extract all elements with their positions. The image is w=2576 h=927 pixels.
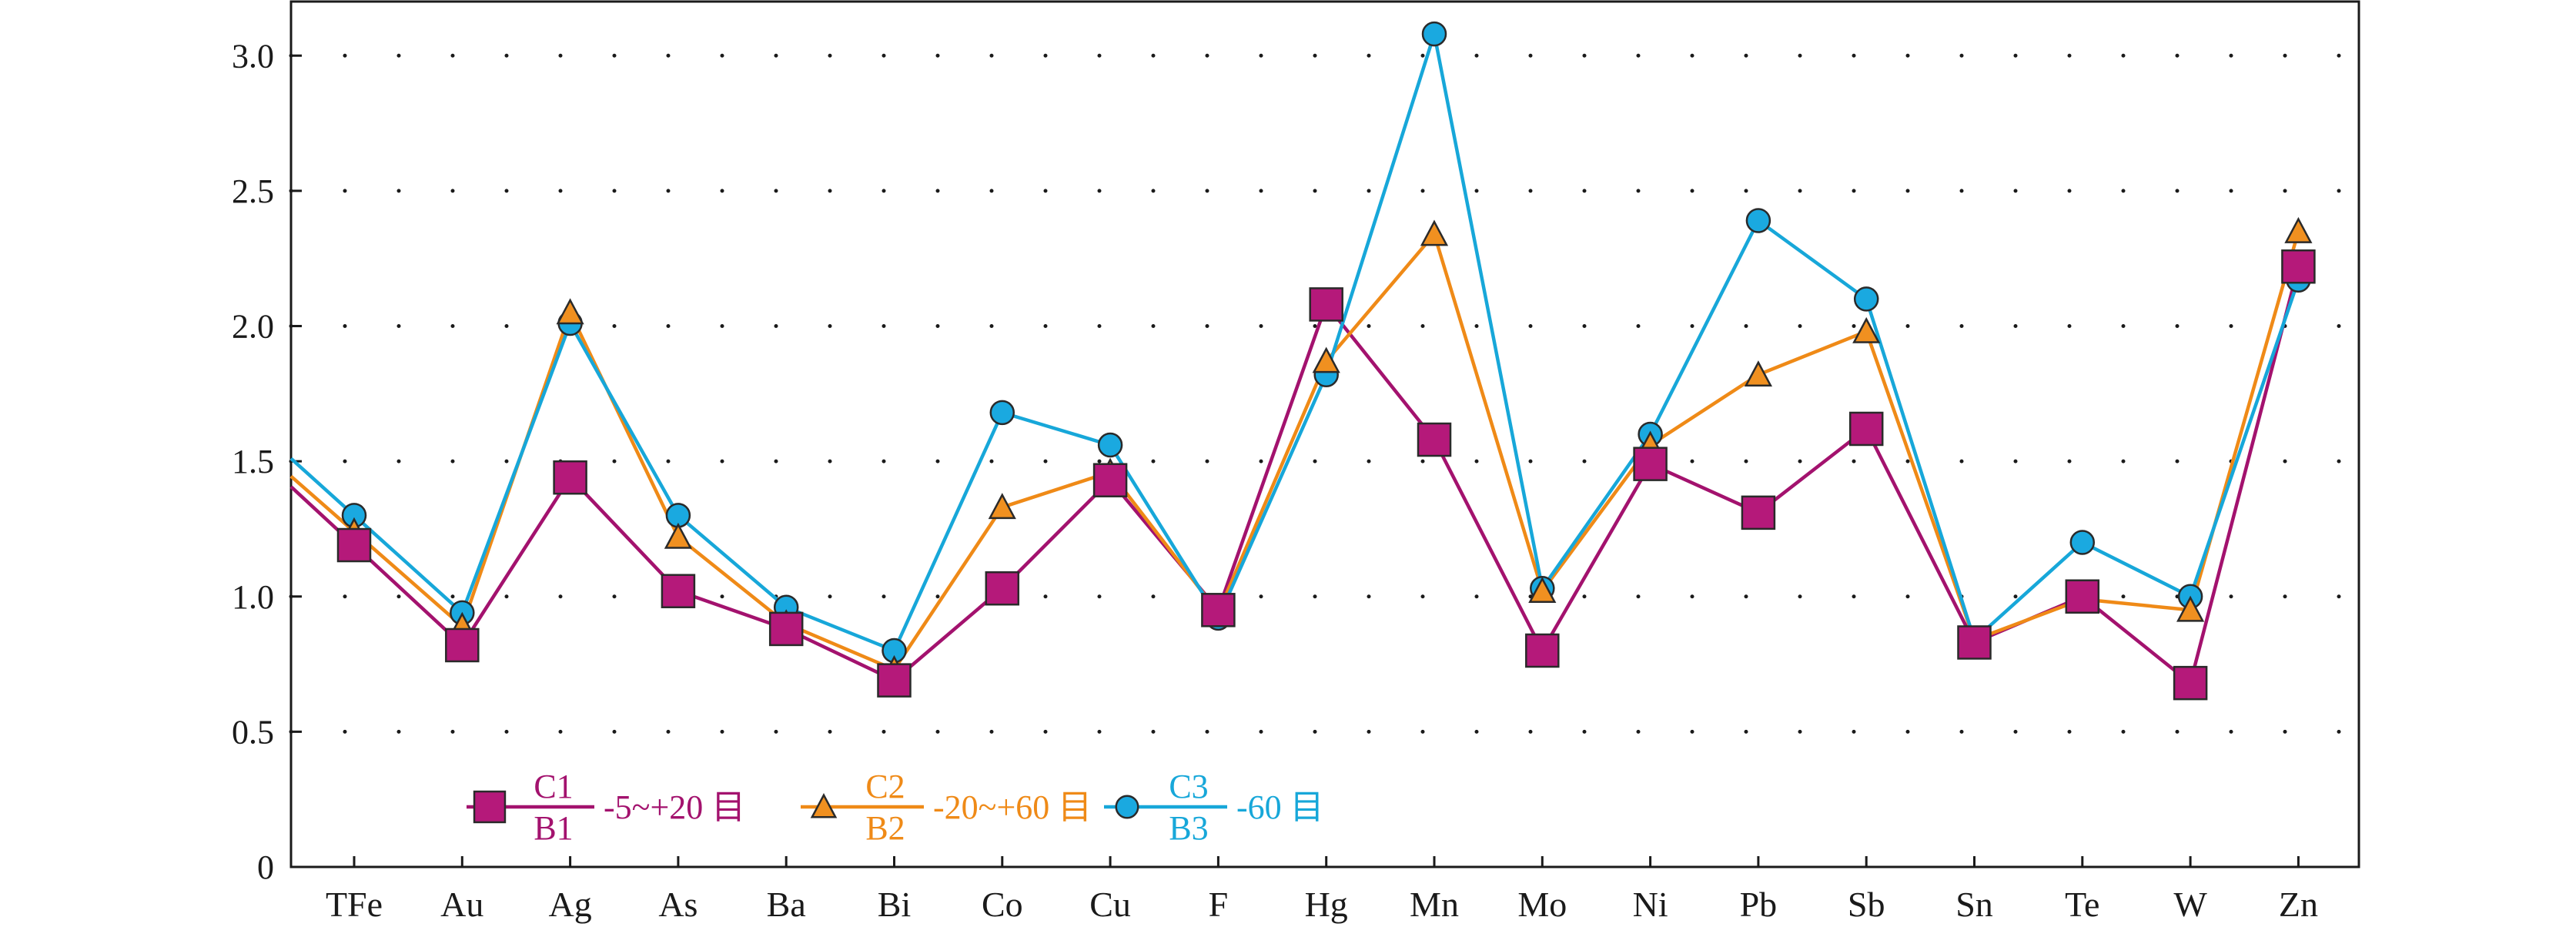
data-point-c1-hg [1309,287,1343,322]
legend-item-c3: C3 B3 -60 目 [1104,768,1324,847]
legend-marker [810,793,838,818]
data-point-c2-sb [1852,316,1881,343]
legend-item-c1: C1 B1 -5~+20 目 [467,768,745,847]
data-point-c1-f [1201,593,1236,627]
data-point-c1-tfe [336,527,372,563]
legend-marker [473,790,507,824]
data-point-c2-hg [1312,346,1340,373]
y-axis-ticks: 0 0.5 1.0 1.5 2.0 2.5 3.0 [232,37,302,886]
x-tick-label: Te [2065,885,2099,924]
y-tick-label: 0.5 [232,713,274,751]
plot-area: 0 0.5 1.0 1.5 2.0 2.5 3.0 TFe Au Ag As Ba Bi Co Cu F Hg… [232,0,2361,924]
x-tick-label: Au [440,885,483,924]
data-point-c1-as [661,574,696,608]
data-point-c1-co [985,571,1020,606]
data-point-c2-mn [1420,219,1449,246]
x-tick-label: Ba [767,885,806,924]
x-tick-label: W [2173,885,2207,924]
data-point-c1-pb [1741,495,1776,530]
data-point-c1-w [2173,665,2208,701]
x-axis-ticks: TFe Au Ag As Ba Bi Co Cu F Hg Mn Mo Ni Pb Sb Sn Te W Zn [326,856,2318,924]
x-tick-label: Ni [1633,885,1668,924]
data-point-c1-bi [877,663,912,698]
data-point-c3-te [2069,530,2096,555]
x-tick-label: Zn [2279,885,2318,924]
data-point-c2-w [2176,595,2205,622]
y-tick-label: 2.0 [232,308,274,346]
data-point-c1-zn [2281,249,2316,284]
data-point-c1-sb [1848,411,1884,447]
x-tick-label: As [658,885,698,924]
y-tick-label: 3.0 [232,37,274,75]
data-point-c2-co [988,493,1016,520]
series-c1 [289,266,2300,685]
data-point-c3-cu [1097,432,1123,458]
series-line [289,32,2300,653]
legend-label: -5~+20 目 [604,788,745,826]
y-tick-label: 1.0 [232,578,274,616]
data-point-c1-cu [1092,463,1128,497]
x-tick-label: Co [982,885,1023,924]
legend-marker [1115,795,1139,819]
y-tick-label: 1.5 [232,443,274,480]
x-tick-label: Hg [1305,885,1348,924]
x-tick-label: Bi [878,885,911,924]
data-point-c3-mn [1421,21,1447,47]
series-c2 [289,230,2300,671]
legend-numerator: C3 [1169,768,1208,805]
data-point-c1-ba [768,611,804,647]
series-line [289,230,2300,671]
y-tick-label: 0 [257,848,274,886]
data-point-c2-ag [556,298,584,325]
legend-denominator: B2 [865,809,905,847]
series-markers-c1 [336,249,2316,701]
legend: C1 B1 -5~+20 目 C2 B2 -20~+60 目 C3 B3 -60 目 [467,768,1324,847]
x-tick-label: TFe [326,885,383,924]
legend-item-c2: C2 B2 -20~+60 目 [801,768,1092,847]
x-tick-label: Ag [548,885,591,924]
data-point-c1-sn [1957,625,1992,660]
data-point-c2-pb [1744,360,1772,387]
data-point-c2-mo [1528,577,1557,603]
x-tick-label: Cu [1089,885,1131,924]
x-tick-label: F [1209,885,1229,924]
plot-frame [289,0,2360,868]
data-point-c2-as [664,522,692,549]
series-layer [289,21,2316,701]
x-tick-label: Mn [1410,885,1459,924]
legend-label: -60 目 [1236,788,1324,826]
x-tick-label: Mo [1517,885,1567,924]
x-tick-label: Sn [1955,885,1993,924]
legend-label: -20~+60 目 [933,788,1092,826]
data-point-c1-ni [1633,447,1668,481]
data-point-c1-te [2065,579,2100,614]
x-tick-label: Sb [1848,885,1885,924]
data-point-c1-mn [1417,422,1452,457]
legend-numerator: C1 [534,768,573,805]
series-markers-c3 [341,21,2311,664]
series-c3 [289,32,2300,653]
legend-denominator: B1 [534,809,573,847]
data-point-c3-sb [1853,286,1879,312]
series-line [289,266,2300,685]
x-tick-label: Pb [1740,885,1778,924]
legend-denominator: B3 [1169,809,1208,847]
data-point-c3-co [989,400,1015,426]
data-point-c3-pb [1745,208,1771,233]
y-tick-label: 2.5 [232,172,274,210]
data-point-c1-au [445,627,480,663]
data-point-c2-zn [2284,216,2313,243]
data-point-c1-ag [553,460,587,495]
legend-numerator: C2 [865,768,905,805]
data-point-c1-mo [1525,633,1560,668]
grid-lines [289,53,2361,734]
